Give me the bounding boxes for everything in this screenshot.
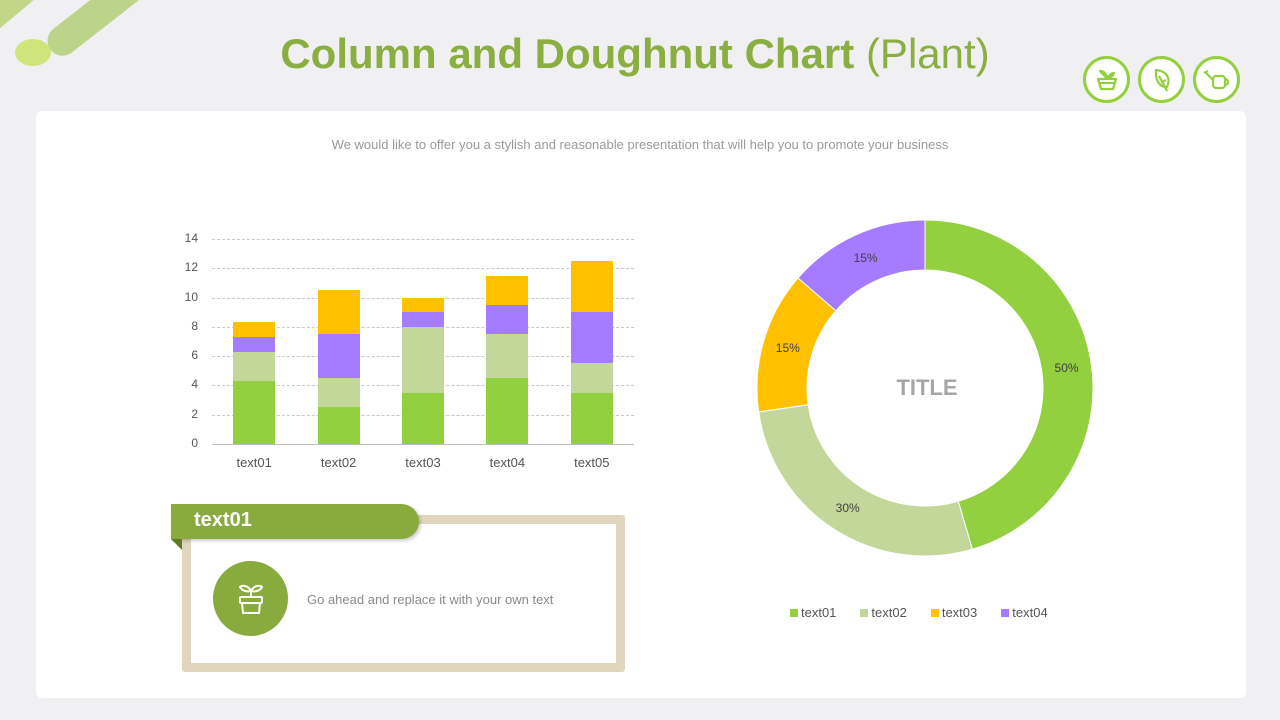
bar-segment xyxy=(486,378,529,444)
legend-label: text03 xyxy=(941,605,978,620)
legend-item: text03 xyxy=(930,605,978,620)
x-axis-label: text04 xyxy=(489,455,526,470)
card-tab-fold xyxy=(171,539,182,550)
bar-segment xyxy=(486,334,529,379)
doughnut-slice-text02 xyxy=(758,404,973,557)
legend-item: text02 xyxy=(860,605,907,620)
legend-label: text04 xyxy=(1012,605,1048,620)
doughnut-data-label: 50% xyxy=(1054,360,1079,375)
column-text04 xyxy=(486,225,529,485)
y-axis-tick: 6 xyxy=(191,348,198,363)
potted-plant-icon xyxy=(1083,56,1130,103)
doughnut-data-label: 15% xyxy=(775,340,800,355)
page-title: Column and Doughnut Chart (Plant) xyxy=(0,30,1270,78)
bar-segment xyxy=(570,392,613,444)
header-icons xyxy=(1083,56,1240,103)
legend-label: text02 xyxy=(871,605,907,620)
y-axis-tick: 12 xyxy=(184,260,198,275)
doughnut-legend: text01 text02 text03 text04 xyxy=(790,605,1048,620)
bar-segment xyxy=(570,363,613,393)
doughnut-chart xyxy=(756,219,1094,557)
leaf-icon xyxy=(1138,56,1185,103)
doughnut-center-title: TITLE xyxy=(896,375,958,400)
title-light: (Plant) xyxy=(865,30,990,77)
column-text02 xyxy=(317,225,360,485)
card-tab-label: text01 xyxy=(171,504,419,539)
legend-label: text01 xyxy=(801,605,837,620)
y-axis-tick: 8 xyxy=(191,318,198,333)
y-axis-tick: 2 xyxy=(191,406,198,421)
bar-segment xyxy=(317,378,360,408)
bar-segment xyxy=(486,275,529,305)
doughnut-slice-text04 xyxy=(797,219,926,312)
y-axis-tick: 10 xyxy=(184,289,198,304)
gridline xyxy=(212,268,634,270)
stacked-column-chart: 0 2 4 6 8 10 12 14 text01 text02 text03 text04 text0… xyxy=(170,225,650,485)
x-axis-label: text01 xyxy=(236,455,272,470)
column-text01 xyxy=(233,225,276,485)
column-text03 xyxy=(402,225,444,485)
bar-segment xyxy=(233,337,276,352)
y-axis-tick: 14 xyxy=(184,231,198,245)
bar-segment xyxy=(233,322,276,338)
x-axis-label: text02 xyxy=(320,455,357,470)
bar-segment xyxy=(317,407,360,444)
bar-segment xyxy=(233,381,276,444)
legend-swatch xyxy=(860,608,869,617)
y-axis-tick: 4 xyxy=(191,377,198,392)
bar-segment xyxy=(317,290,360,335)
watering-can-icon xyxy=(1193,56,1240,103)
bar-segment xyxy=(317,334,360,379)
legend-item: text04 xyxy=(1001,605,1048,620)
doughnut-data-label: 15% xyxy=(853,250,878,265)
legend-item: text01 xyxy=(790,605,836,620)
doughnut-slice-text01 xyxy=(924,219,1094,550)
title-bold: Column and Doughnut Chart xyxy=(280,30,855,77)
x-axis-label: text05 xyxy=(574,455,610,470)
legend-swatch xyxy=(930,608,939,617)
bar-segment xyxy=(402,392,444,444)
subtitle: We would like to offer you a stylish and… xyxy=(331,137,949,152)
column-text05 xyxy=(570,225,613,485)
bar-segment xyxy=(402,312,444,327)
gridline xyxy=(212,239,634,240)
plant-pot-icon xyxy=(213,561,288,636)
bar-segment xyxy=(486,304,529,335)
y-axis-tick: 0 xyxy=(191,436,198,450)
bar-segment xyxy=(570,260,613,313)
x-axis-label: text03 xyxy=(405,455,441,470)
bar-segment xyxy=(402,326,444,393)
legend-swatch xyxy=(1001,608,1010,617)
doughnut-data-label: 30% xyxy=(835,501,860,516)
x-axis-line xyxy=(212,444,634,445)
bar-segment xyxy=(402,297,444,313)
card-body-text: Go ahead and replace it with your own te… xyxy=(307,592,554,607)
legend-swatch xyxy=(790,608,798,617)
bar-segment xyxy=(570,312,613,364)
decorative-dot xyxy=(15,39,51,66)
bar-segment xyxy=(233,351,276,382)
